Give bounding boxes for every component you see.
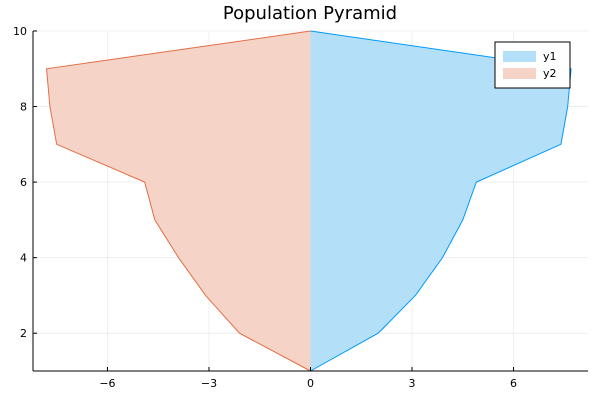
- legend-box: [494, 41, 571, 89]
- y-tick-label-6: 6: [20, 176, 27, 189]
- series-line-y2: [45, 30, 311, 372]
- legend-swatch-y2: [503, 68, 536, 79]
- legend-label-y1: y1: [543, 50, 557, 63]
- y-tick-label-8: 8: [20, 101, 27, 114]
- x-tick-label-3: 3: [409, 377, 416, 390]
- axes: [32, 30, 588, 372]
- y-tick-label-10: 10: [13, 25, 27, 38]
- x-tick-label-6: 6: [510, 377, 517, 390]
- x-tick-label--3: −3: [201, 377, 217, 390]
- legend-swatch-y1: [503, 51, 536, 62]
- y-tick-label-4: 4: [20, 252, 27, 265]
- y-tick-label-2: 2: [20, 327, 27, 340]
- legend-label-y2: y2: [543, 67, 557, 80]
- series-areas: [45, 30, 572, 372]
- series-area-y2: [46, 31, 311, 371]
- x-tick-label--6: −6: [99, 377, 115, 390]
- tick-labels: −6 −3 0 3 6 2 4 6 8 10: [13, 25, 517, 390]
- chart-title: Population Pyramid: [223, 3, 397, 24]
- series-area-y1: [310, 31, 572, 371]
- x-tick-label-0: 0: [307, 377, 314, 390]
